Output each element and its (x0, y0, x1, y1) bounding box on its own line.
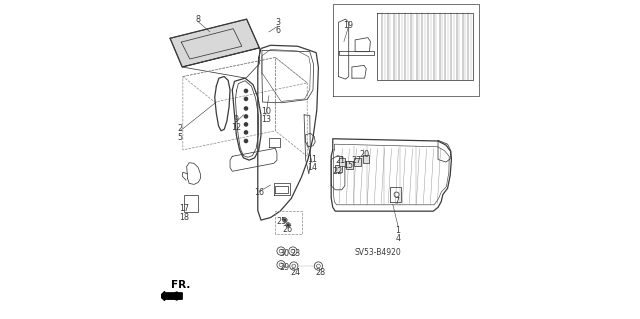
Text: 14: 14 (307, 163, 317, 172)
Text: 18: 18 (179, 213, 189, 222)
Circle shape (244, 115, 248, 118)
Text: 5: 5 (178, 133, 183, 142)
Text: 17: 17 (179, 204, 189, 213)
Text: 26: 26 (282, 225, 292, 234)
Text: 24: 24 (290, 268, 300, 277)
Text: 20: 20 (359, 150, 369, 159)
Text: 2: 2 (178, 124, 183, 133)
Text: 30: 30 (279, 249, 289, 258)
Text: 19: 19 (343, 21, 353, 30)
Text: 23: 23 (290, 249, 300, 258)
Text: 8: 8 (196, 15, 201, 24)
Text: 11: 11 (307, 155, 317, 164)
Text: 16: 16 (254, 189, 264, 197)
Text: 15: 15 (344, 161, 354, 170)
Text: 29: 29 (279, 263, 289, 272)
Text: 27: 27 (351, 156, 362, 165)
Text: 13: 13 (260, 115, 271, 124)
Text: 22: 22 (332, 167, 342, 176)
Text: 21: 21 (335, 156, 346, 165)
FancyBboxPatch shape (363, 155, 369, 163)
Text: SV53-B4920: SV53-B4920 (354, 248, 401, 256)
FancyBboxPatch shape (335, 165, 342, 172)
Circle shape (284, 219, 286, 221)
Circle shape (244, 89, 248, 93)
Circle shape (244, 131, 248, 134)
Polygon shape (170, 19, 259, 67)
Circle shape (287, 224, 289, 226)
Text: 9: 9 (234, 115, 239, 124)
Text: 4: 4 (396, 234, 401, 243)
FancyBboxPatch shape (355, 158, 361, 166)
Text: 1: 1 (396, 226, 401, 235)
Text: 6: 6 (275, 26, 280, 35)
FancyBboxPatch shape (346, 161, 353, 169)
Text: 28: 28 (315, 268, 325, 277)
Circle shape (244, 97, 248, 100)
Text: 25: 25 (276, 217, 287, 226)
FancyArrow shape (160, 292, 182, 300)
Circle shape (244, 123, 248, 126)
Text: 3: 3 (275, 18, 280, 27)
Text: 10: 10 (260, 107, 271, 116)
FancyBboxPatch shape (184, 195, 198, 212)
Circle shape (244, 139, 248, 143)
Text: FR.: FR. (171, 280, 190, 290)
Text: 7: 7 (394, 197, 399, 206)
FancyBboxPatch shape (339, 158, 345, 166)
Text: 12: 12 (231, 123, 241, 132)
Circle shape (244, 107, 248, 110)
